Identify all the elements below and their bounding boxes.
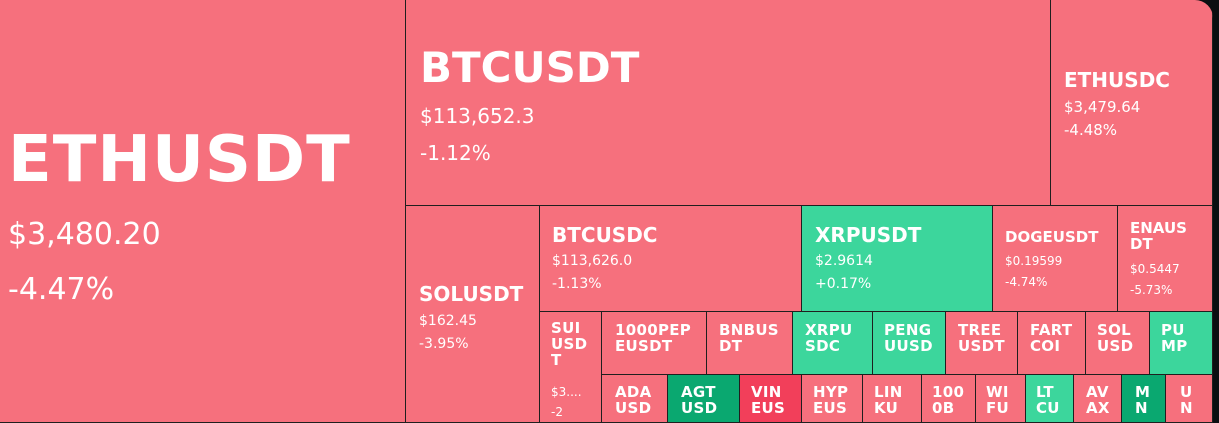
tile-symbol: ETHUSDT <box>8 123 351 197</box>
tile-price: $3.... <box>551 385 582 399</box>
tile-price: $162.45 <box>419 313 477 329</box>
tile-change: -4.47% <box>8 272 115 307</box>
tile-symbol: 100 0B <box>932 383 965 417</box>
tile-agtusd[interactable]: AGT USD <box>668 375 740 423</box>
tile-suiusdt[interactable]: SUI USD T $3.... -2 <box>540 312 602 423</box>
tile-symbol: AV AX <box>1086 383 1110 417</box>
tile-symbol: ADA USD <box>615 383 652 417</box>
tile-price: $0.19599 <box>1005 254 1063 268</box>
tile-pump[interactable]: PU MP <box>1150 312 1213 375</box>
tile-price: $113,626.0 <box>552 253 633 269</box>
tile-change: -5.73% <box>1130 283 1173 297</box>
tile-1000pepeusdt[interactable]: 1000PEP EUSDT <box>602 312 707 375</box>
tile-adausd[interactable]: ADA USD <box>602 375 668 423</box>
tile-symbol: SOL USD <box>1097 321 1134 355</box>
tile-penguusdt[interactable]: PENG UUSD <box>873 312 946 375</box>
tile-fartcoin[interactable]: FART COI <box>1018 312 1086 375</box>
tile-mnt[interactable]: M N <box>1122 375 1166 423</box>
tile-symbol: DOGEUSDT <box>1005 228 1099 246</box>
tile-symbol: LT CU <box>1036 383 1060 417</box>
tile-btcusdt[interactable]: BTCUSDT $113,652.3 -1.12% <box>406 0 1051 206</box>
tile-wifusdt[interactable]: WI FU <box>976 375 1026 423</box>
tile-price: $3,480.20 <box>8 217 161 252</box>
tile-symbol: BNBUS DT <box>719 321 779 355</box>
tile-symbol: AGT USD <box>681 383 718 417</box>
tile-bnbusdt[interactable]: BNBUS DT <box>707 312 793 375</box>
tile-symbol: U N <box>1180 383 1193 417</box>
tile-linkusdt[interactable]: LIN KU <box>863 375 922 423</box>
tile-change: -4.48% <box>1064 121 1118 139</box>
tile-change: -2 <box>551 405 563 419</box>
tile-symbol: ENAUS DT <box>1130 219 1187 253</box>
tile-symbol: XRPUSDT <box>815 223 922 247</box>
tile-price: $2.9614 <box>815 253 873 269</box>
tile-symbol: HYP EUS <box>813 383 849 417</box>
tile-symbol: BTCUSDT <box>420 43 640 92</box>
tile-change: -1.12% <box>420 141 491 165</box>
tile-symbol: TREE USDT <box>958 321 1005 355</box>
tile-symbol: SOLUSDT <box>419 282 524 306</box>
tile-ltcusdt[interactable]: LT CU <box>1026 375 1074 423</box>
tile-solusdc[interactable]: SOL USD <box>1086 312 1150 375</box>
tile-xrpusdt[interactable]: XRPUSDT $2.9614 +0.17% <box>802 206 993 312</box>
tile-solusdt[interactable]: SOLUSDT $162.45 -3.95% <box>406 206 540 423</box>
tile-symbol: M N <box>1135 383 1151 417</box>
tile-symbol: LIN KU <box>874 383 903 417</box>
tile-price: $113,652.3 <box>420 104 535 128</box>
tile-avaxusdt[interactable]: AV AX <box>1074 375 1122 423</box>
tile-enausdt[interactable]: ENAUS DT $0.5447 -5.73% <box>1118 206 1213 312</box>
tile-change: +0.17% <box>815 276 872 292</box>
tile-symbol: BTCUSDC <box>552 223 658 247</box>
tile-symbol: WI FU <box>986 383 1010 417</box>
tile-1000bonk[interactable]: 100 0B <box>922 375 976 423</box>
tile-change: -4.74% <box>1005 275 1048 289</box>
tile-change: -1.13% <box>552 276 602 292</box>
tile-xrpusdc[interactable]: XRPU SDC <box>793 312 873 375</box>
tile-symbol: XRPU SDC <box>805 321 853 355</box>
tile-price: $0.5447 <box>1130 262 1180 276</box>
tile-treeusdt[interactable]: TREE USDT <box>946 312 1018 375</box>
tile-symbol: SUI USD T <box>551 319 588 369</box>
tile-change: -3.95% <box>419 336 469 352</box>
tile-ethusdt[interactable]: ETHUSDT $3,480.20 -4.47% <box>0 0 406 423</box>
tile-symbol: VIN EUS <box>751 383 786 417</box>
tile-uni[interactable]: U N <box>1166 375 1213 423</box>
tile-symbol: PENG UUSD <box>884 321 933 355</box>
tile-symbol: 1000PEP EUSDT <box>615 321 692 355</box>
tile-hypeusdt[interactable]: HYP EUS <box>802 375 863 423</box>
tile-vineusdt[interactable]: VIN EUS <box>740 375 802 423</box>
tile-dogeusdt[interactable]: DOGEUSDT $0.19599 -4.74% <box>993 206 1118 312</box>
tile-symbol: PU MP <box>1161 321 1188 355</box>
tile-btcusdc[interactable]: BTCUSDC $113,626.0 -1.13% <box>540 206 802 312</box>
tile-ethusdc[interactable]: ETHUSDC $3,479.64 -4.48% <box>1051 0 1213 206</box>
tile-price: $3,479.64 <box>1064 98 1141 116</box>
tile-symbol: FART COI <box>1030 321 1073 355</box>
tile-symbol: ETHUSDC <box>1064 68 1170 92</box>
